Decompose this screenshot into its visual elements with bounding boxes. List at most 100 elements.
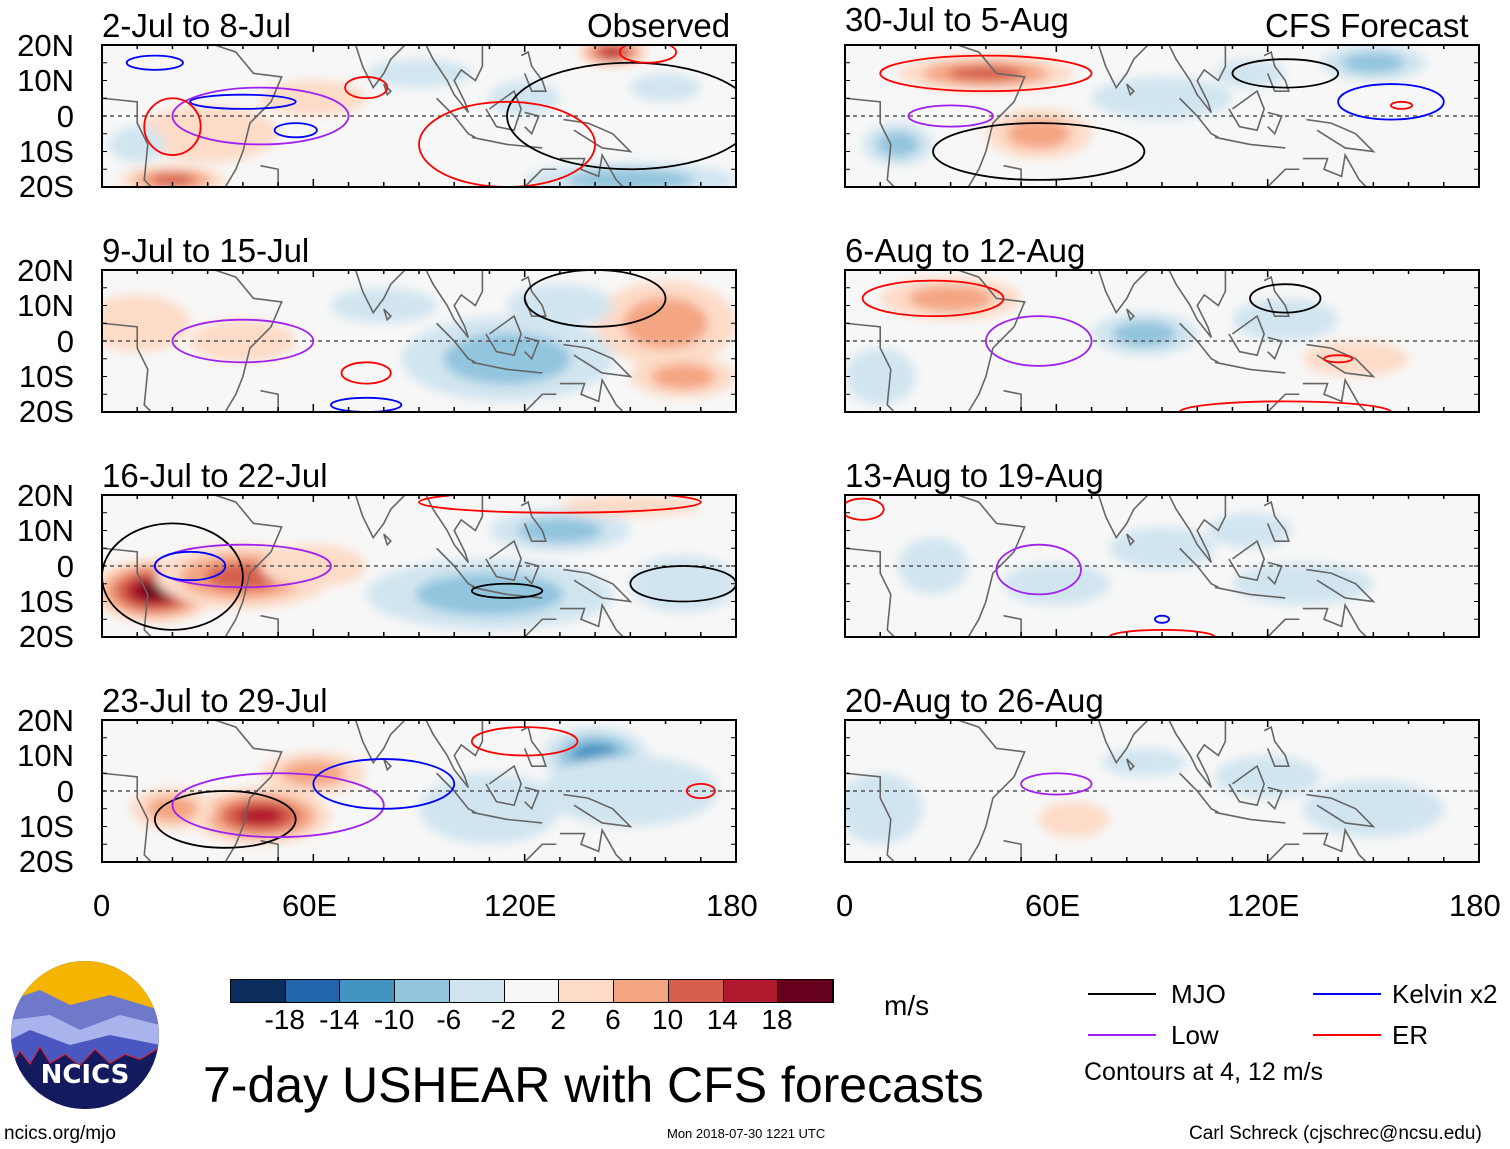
coastline — [1306, 568, 1376, 603]
anomaly-patch — [908, 285, 993, 312]
coastline — [524, 168, 557, 187]
anomaly-patch — [507, 284, 613, 327]
panel-date-range: 20-Aug to 26-Aug — [845, 682, 1104, 719]
anomaly-patch — [419, 773, 560, 845]
er-contour — [143, 97, 202, 156]
lat-tick-label: 20N — [17, 28, 74, 63]
lat-tick-label: 10N — [17, 513, 74, 549]
colorbar-swatch — [285, 980, 341, 1002]
legend-label-er: ER — [1392, 1020, 1429, 1050]
panel-date-range: 6-Aug to 12-Aug — [845, 232, 1086, 269]
coastline — [559, 152, 624, 187]
colorbar-swatch — [723, 980, 779, 1002]
coastline — [471, 361, 543, 374]
coastline — [524, 843, 557, 862]
legend-line-mjo — [1088, 993, 1156, 995]
er-contour — [1178, 400, 1392, 412]
coastline — [1306, 343, 1376, 378]
coastline — [102, 547, 152, 637]
anomaly-patch — [1214, 59, 1286, 88]
mjo-contour — [102, 522, 244, 631]
legend-line-er — [1313, 1034, 1381, 1036]
coastline — [1263, 50, 1290, 92]
anomaly-patch — [260, 80, 367, 116]
colorbar-swatch — [778, 980, 834, 1002]
coastline — [1084, 495, 1149, 540]
low-contour — [907, 104, 994, 128]
anomaly-patch — [1341, 52, 1406, 74]
anomaly-patch — [559, 495, 701, 517]
legend-line-kelvin — [1313, 993, 1381, 995]
coastline — [563, 343, 633, 378]
low-contour — [171, 772, 385, 839]
anomaly-patch — [415, 573, 564, 616]
author-credit: Carl Schreck (cjschrec@ncsu.edu) — [1189, 1123, 1482, 1144]
anomaly-patch — [651, 363, 715, 390]
low-contour — [995, 543, 1082, 596]
lon-tick-label: 120E — [1227, 888, 1300, 923]
coastline — [1267, 336, 1283, 361]
coastline — [1168, 270, 1227, 338]
coastline — [1179, 322, 1219, 364]
coastline — [524, 561, 540, 586]
anomaly-patch — [149, 173, 196, 186]
figure-title: 7-day USHEAR with CFS forecasts — [203, 1057, 984, 1113]
coastline — [1126, 83, 1135, 97]
coastline — [485, 89, 522, 132]
er-contour — [418, 495, 702, 514]
coastline — [341, 495, 406, 540]
coastline — [1214, 811, 1286, 824]
coastline — [1302, 602, 1367, 637]
coastline — [1267, 111, 1283, 136]
coastline — [1263, 275, 1290, 317]
colorbar-swatch — [668, 980, 724, 1002]
coastline — [559, 377, 624, 412]
units-label: m/s — [884, 990, 930, 1021]
kelvin-contour — [312, 758, 456, 810]
coastline — [214, 270, 283, 412]
coastline — [520, 275, 547, 317]
lat-tick-label: 10S — [18, 583, 74, 619]
anomaly-patch — [1007, 118, 1071, 149]
mjo-contour — [470, 582, 544, 599]
colorbar-tick-label: 18 — [761, 1004, 793, 1035]
forecast-label: CFS Forecast — [1265, 7, 1469, 44]
anomaly-patch — [1102, 748, 1187, 777]
coastline — [102, 772, 152, 862]
coastline — [436, 322, 476, 364]
low-contour — [984, 315, 1093, 367]
mjo-contour — [523, 270, 667, 328]
low-contour — [171, 86, 350, 146]
anomaly-patch — [1003, 562, 1110, 606]
lon-tick-label: 0 — [93, 888, 111, 923]
er-contour — [1390, 100, 1413, 110]
coastline — [1267, 393, 1300, 412]
anomaly-patch — [1302, 780, 1444, 838]
coastline — [214, 45, 283, 187]
mjo-contour — [153, 790, 297, 849]
lon-tick-label: 120E — [484, 888, 557, 923]
lat-tick-label: 10N — [17, 288, 74, 324]
legend-line-low — [1088, 1034, 1156, 1036]
er-contour — [618, 45, 678, 64]
coastline — [102, 322, 152, 412]
anomaly-patch — [366, 59, 472, 88]
coastline — [436, 772, 476, 814]
coastline — [1267, 561, 1283, 586]
coastline — [1228, 314, 1265, 357]
colorbar-swatch — [559, 980, 615, 1002]
mjo-contour — [932, 122, 1146, 181]
low-contour — [1020, 772, 1093, 796]
anomaly-patch — [623, 297, 708, 349]
legend-label-mjo: MJO — [1171, 979, 1226, 1009]
colorbar-tick-label: -10 — [373, 1004, 415, 1035]
coastline — [1228, 539, 1265, 582]
coastline — [1126, 758, 1135, 772]
er-contour — [344, 76, 389, 100]
map-panel — [101, 494, 737, 638]
colorbar-swatch — [449, 980, 505, 1002]
lat-tick-label: 10S — [18, 133, 74, 169]
coastline — [957, 270, 1026, 412]
coastline — [436, 547, 476, 589]
coastline — [524, 393, 557, 412]
